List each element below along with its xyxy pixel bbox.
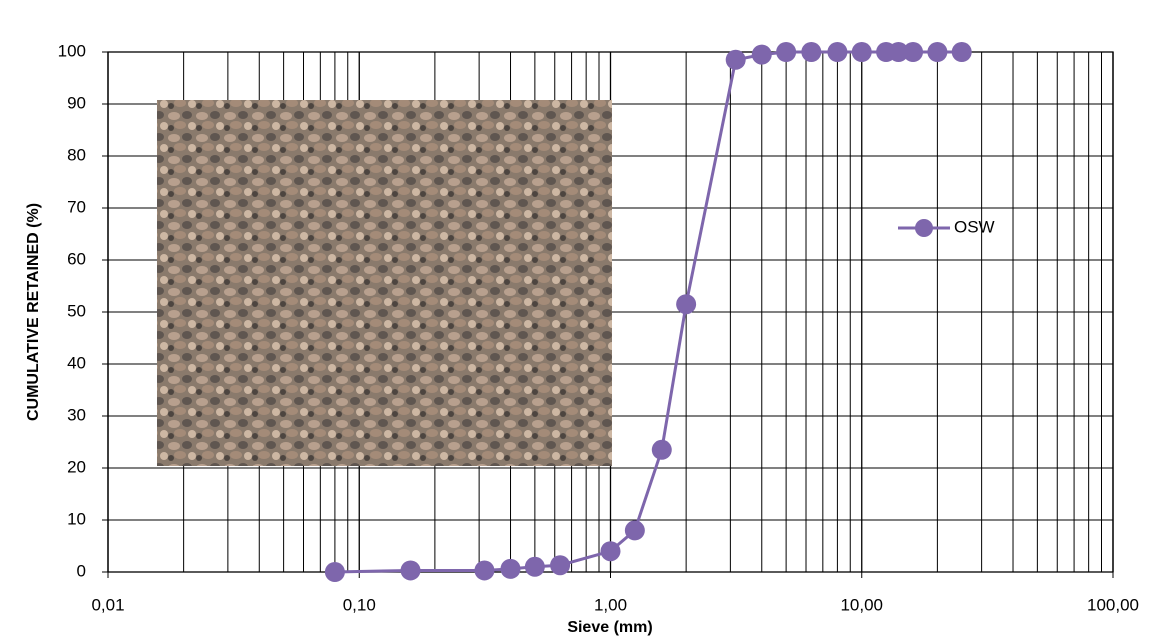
data-point (801, 42, 821, 62)
data-point (601, 541, 621, 561)
data-point (776, 42, 796, 62)
y-tick-label: 10 (67, 509, 86, 528)
data-point (903, 42, 923, 62)
page: {"chart_data": { "type": "line", "x_labe… (0, 0, 1159, 643)
sample-photo (157, 100, 612, 466)
x-tick-label: 10,00 (840, 595, 883, 614)
data-point (827, 42, 847, 62)
y-tick-label: 100 (58, 41, 86, 60)
y-axis-title: CUMULATIVE RETAINED (%) (25, 203, 42, 421)
data-point (550, 555, 570, 575)
data-point (325, 562, 345, 582)
y-tick-label: 50 (67, 301, 86, 320)
y-tick-label: 40 (67, 353, 86, 372)
y-tick-label: 20 (67, 457, 86, 476)
chart: Sieve (mm) CUMULATIVE RETAINED (%) 0 10 20… (0, 0, 1159, 638)
data-point (501, 559, 521, 579)
data-point (525, 557, 545, 577)
data-point (752, 45, 772, 65)
data-point (852, 42, 872, 62)
data-point (952, 42, 972, 62)
x-tick-label: 1,00 (594, 595, 627, 614)
data-point (652, 440, 672, 460)
y-tick-label: 30 (67, 405, 86, 424)
y-tick-label: 80 (67, 145, 86, 164)
legend-label: OSW (954, 217, 995, 236)
data-point (927, 42, 947, 62)
y-tick-label: 90 (67, 93, 86, 112)
data-point (676, 294, 696, 314)
data-point (474, 560, 494, 580)
y-tick-label: 0 (77, 561, 86, 580)
x-axis-title: Sieve (mm) (567, 619, 652, 636)
x-tick-label: 100,00 (1087, 595, 1139, 614)
y-tick-label: 60 (67, 249, 86, 268)
y-tick-label: 70 (67, 197, 86, 216)
x-tick-label: 0,01 (91, 595, 124, 614)
legend-marker (915, 219, 933, 237)
data-point (401, 560, 421, 580)
x-tick-label: 0,10 (343, 595, 376, 614)
data-point (625, 520, 645, 540)
data-point (726, 50, 746, 70)
